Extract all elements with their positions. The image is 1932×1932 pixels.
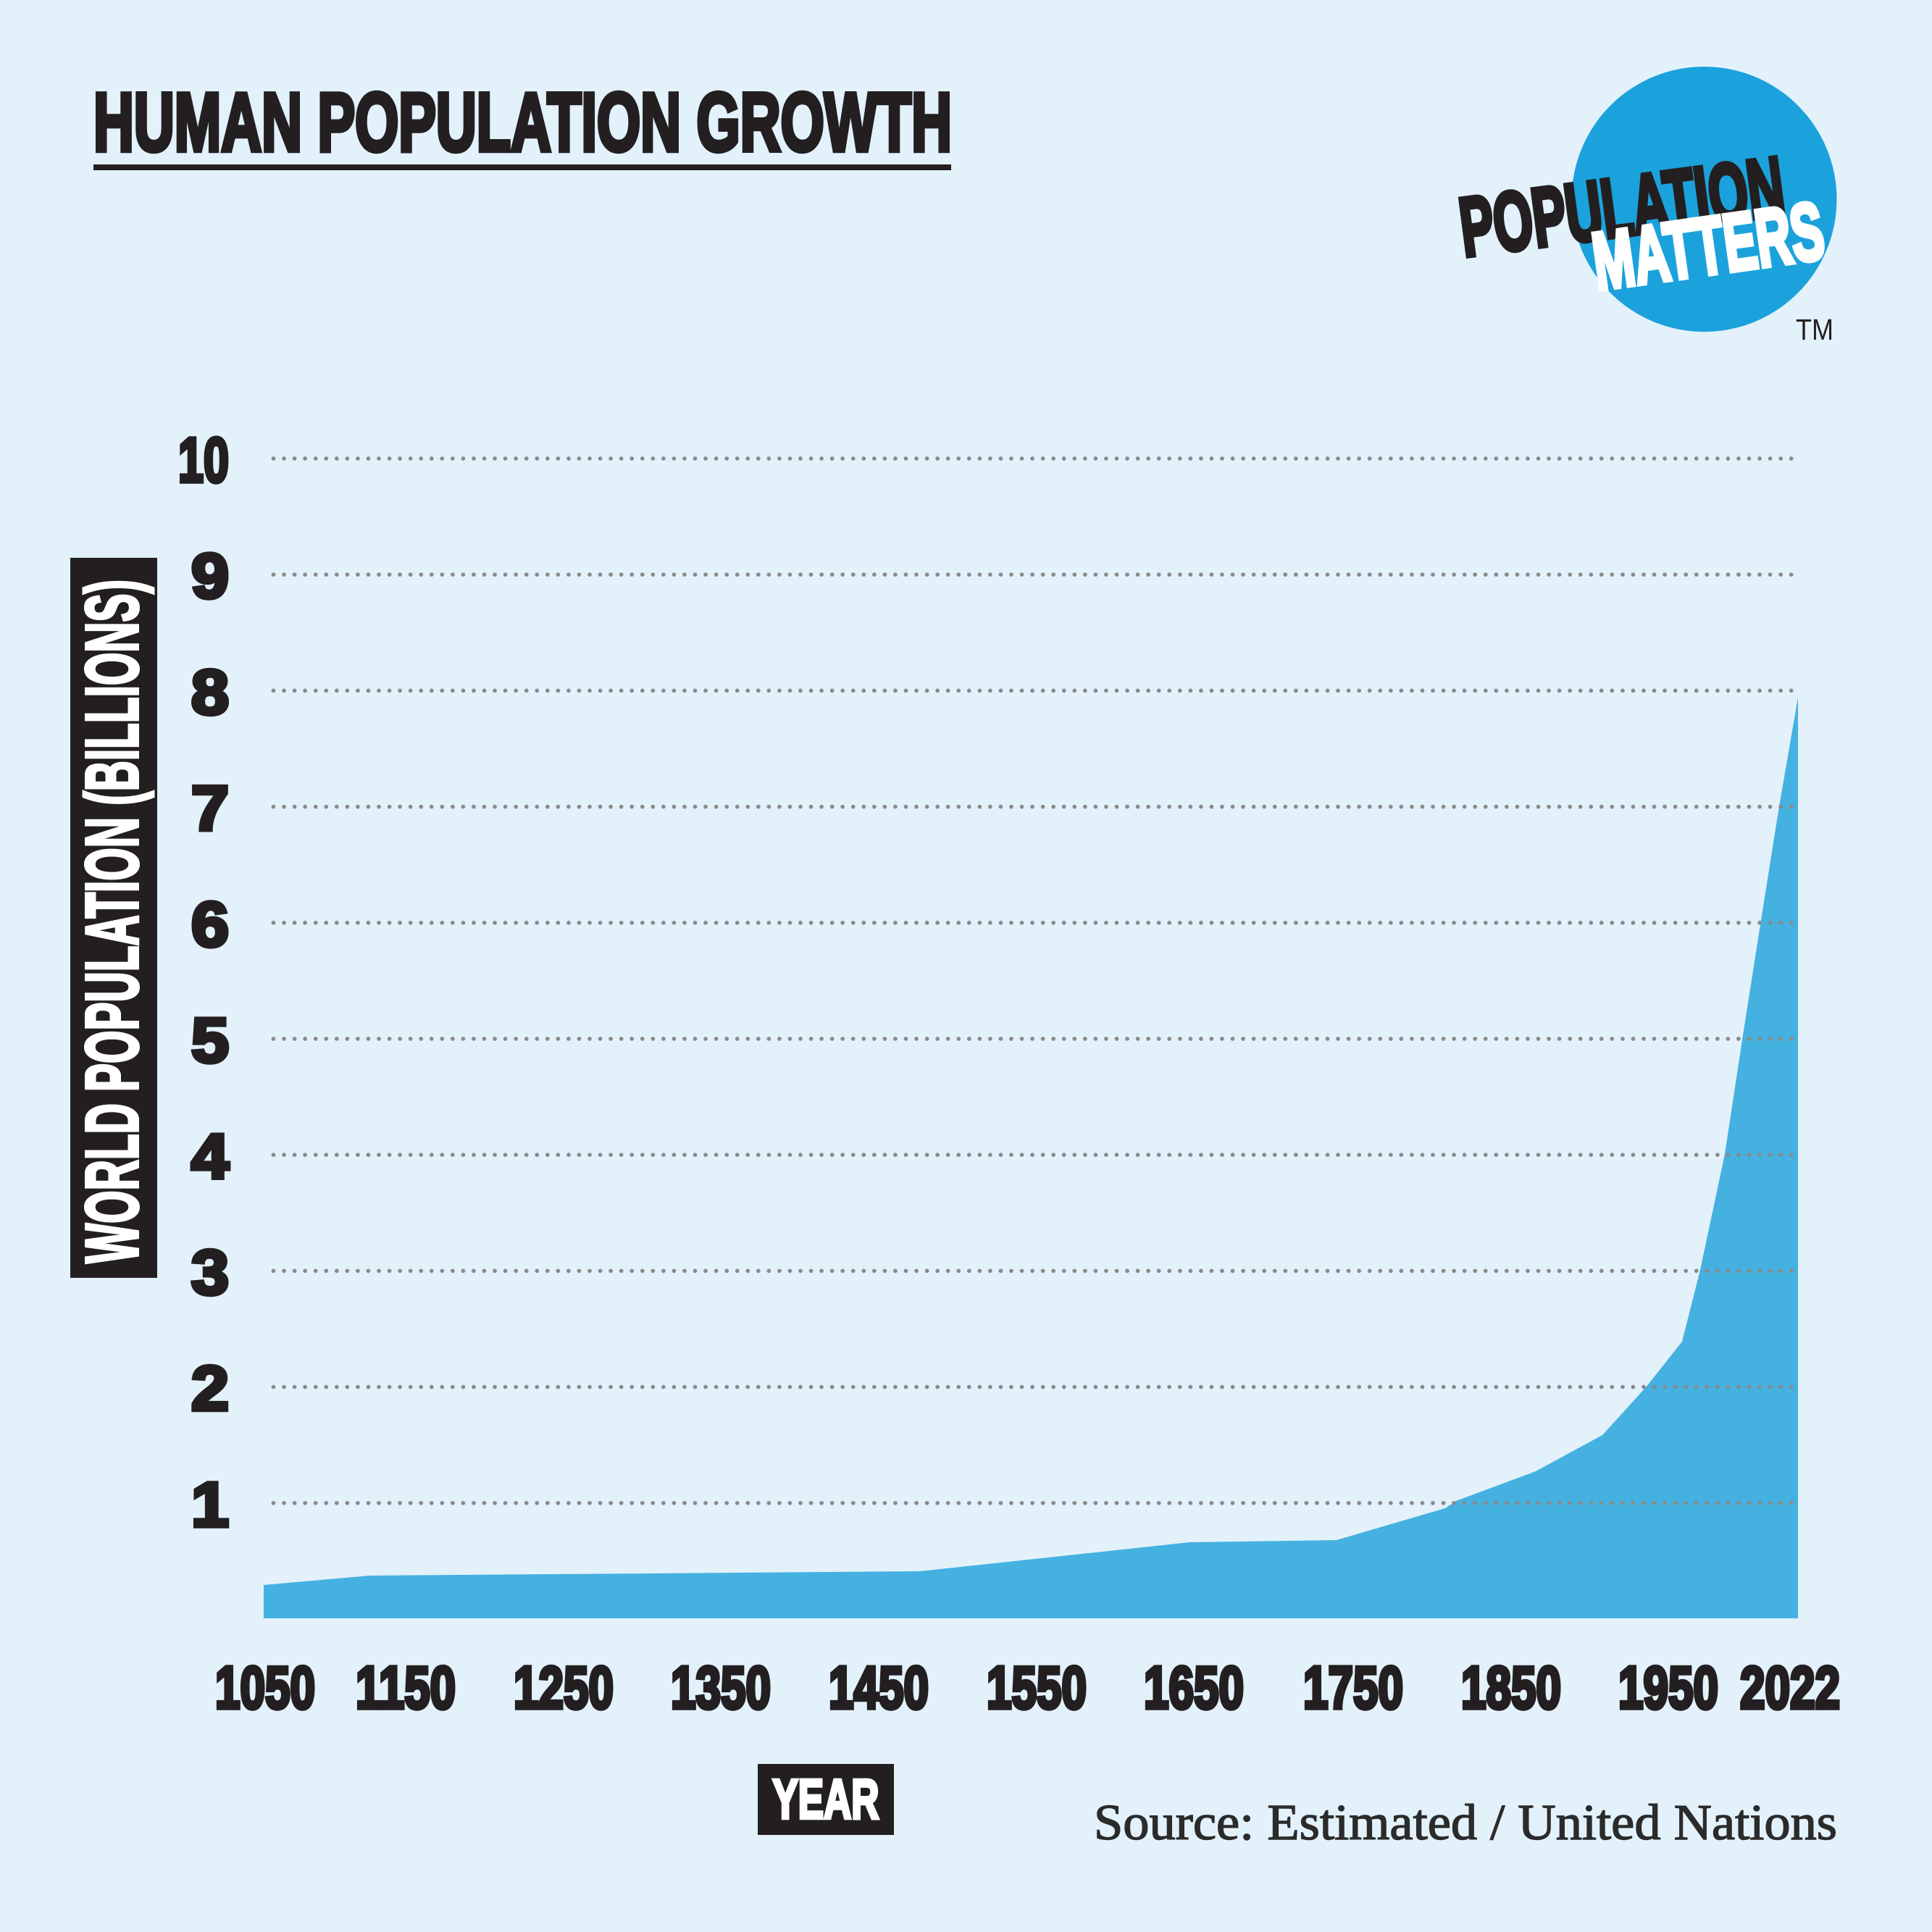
svg-text:9: 9 xyxy=(191,541,229,611)
svg-text:1850: 1850 xyxy=(1461,1654,1561,1721)
svg-text:1450: 1450 xyxy=(829,1654,929,1721)
svg-text:7: 7 xyxy=(191,774,229,844)
svg-text:POPULATION: POPULATION xyxy=(1455,140,1790,275)
svg-text:6: 6 xyxy=(191,890,229,960)
svg-text:TM: TM xyxy=(1796,313,1833,346)
svg-text:2: 2 xyxy=(191,1354,229,1424)
svg-text:1150: 1150 xyxy=(356,1654,456,1721)
svg-text:Source: Estimated / United Nat: Source: Estimated / United Nations xyxy=(1094,1795,1837,1851)
svg-text:10: 10 xyxy=(178,425,229,495)
svg-text:WORLD POPULATION (BILLIONS): WORLD POPULATION (BILLIONS) xyxy=(70,580,154,1263)
svg-text:YEAR: YEAR xyxy=(773,1768,879,1831)
svg-text:2022: 2022 xyxy=(1740,1654,1840,1721)
svg-text:4: 4 xyxy=(191,1121,229,1192)
svg-text:1950: 1950 xyxy=(1618,1654,1718,1721)
svg-text:1750: 1750 xyxy=(1303,1654,1403,1721)
svg-text:1550: 1550 xyxy=(987,1654,1087,1721)
svg-text:3: 3 xyxy=(191,1237,229,1308)
svg-text:1250: 1250 xyxy=(514,1654,614,1721)
svg-text:1350: 1350 xyxy=(671,1654,771,1721)
svg-text:5: 5 xyxy=(191,1005,229,1076)
svg-text:8: 8 xyxy=(191,657,229,727)
svg-text:HUMAN POPULATION GROWTH: HUMAN POPULATION GROWTH xyxy=(93,77,952,169)
svg-text:1050: 1050 xyxy=(215,1654,315,1721)
svg-text:1: 1 xyxy=(191,1470,229,1540)
svg-text:1650: 1650 xyxy=(1144,1654,1244,1721)
